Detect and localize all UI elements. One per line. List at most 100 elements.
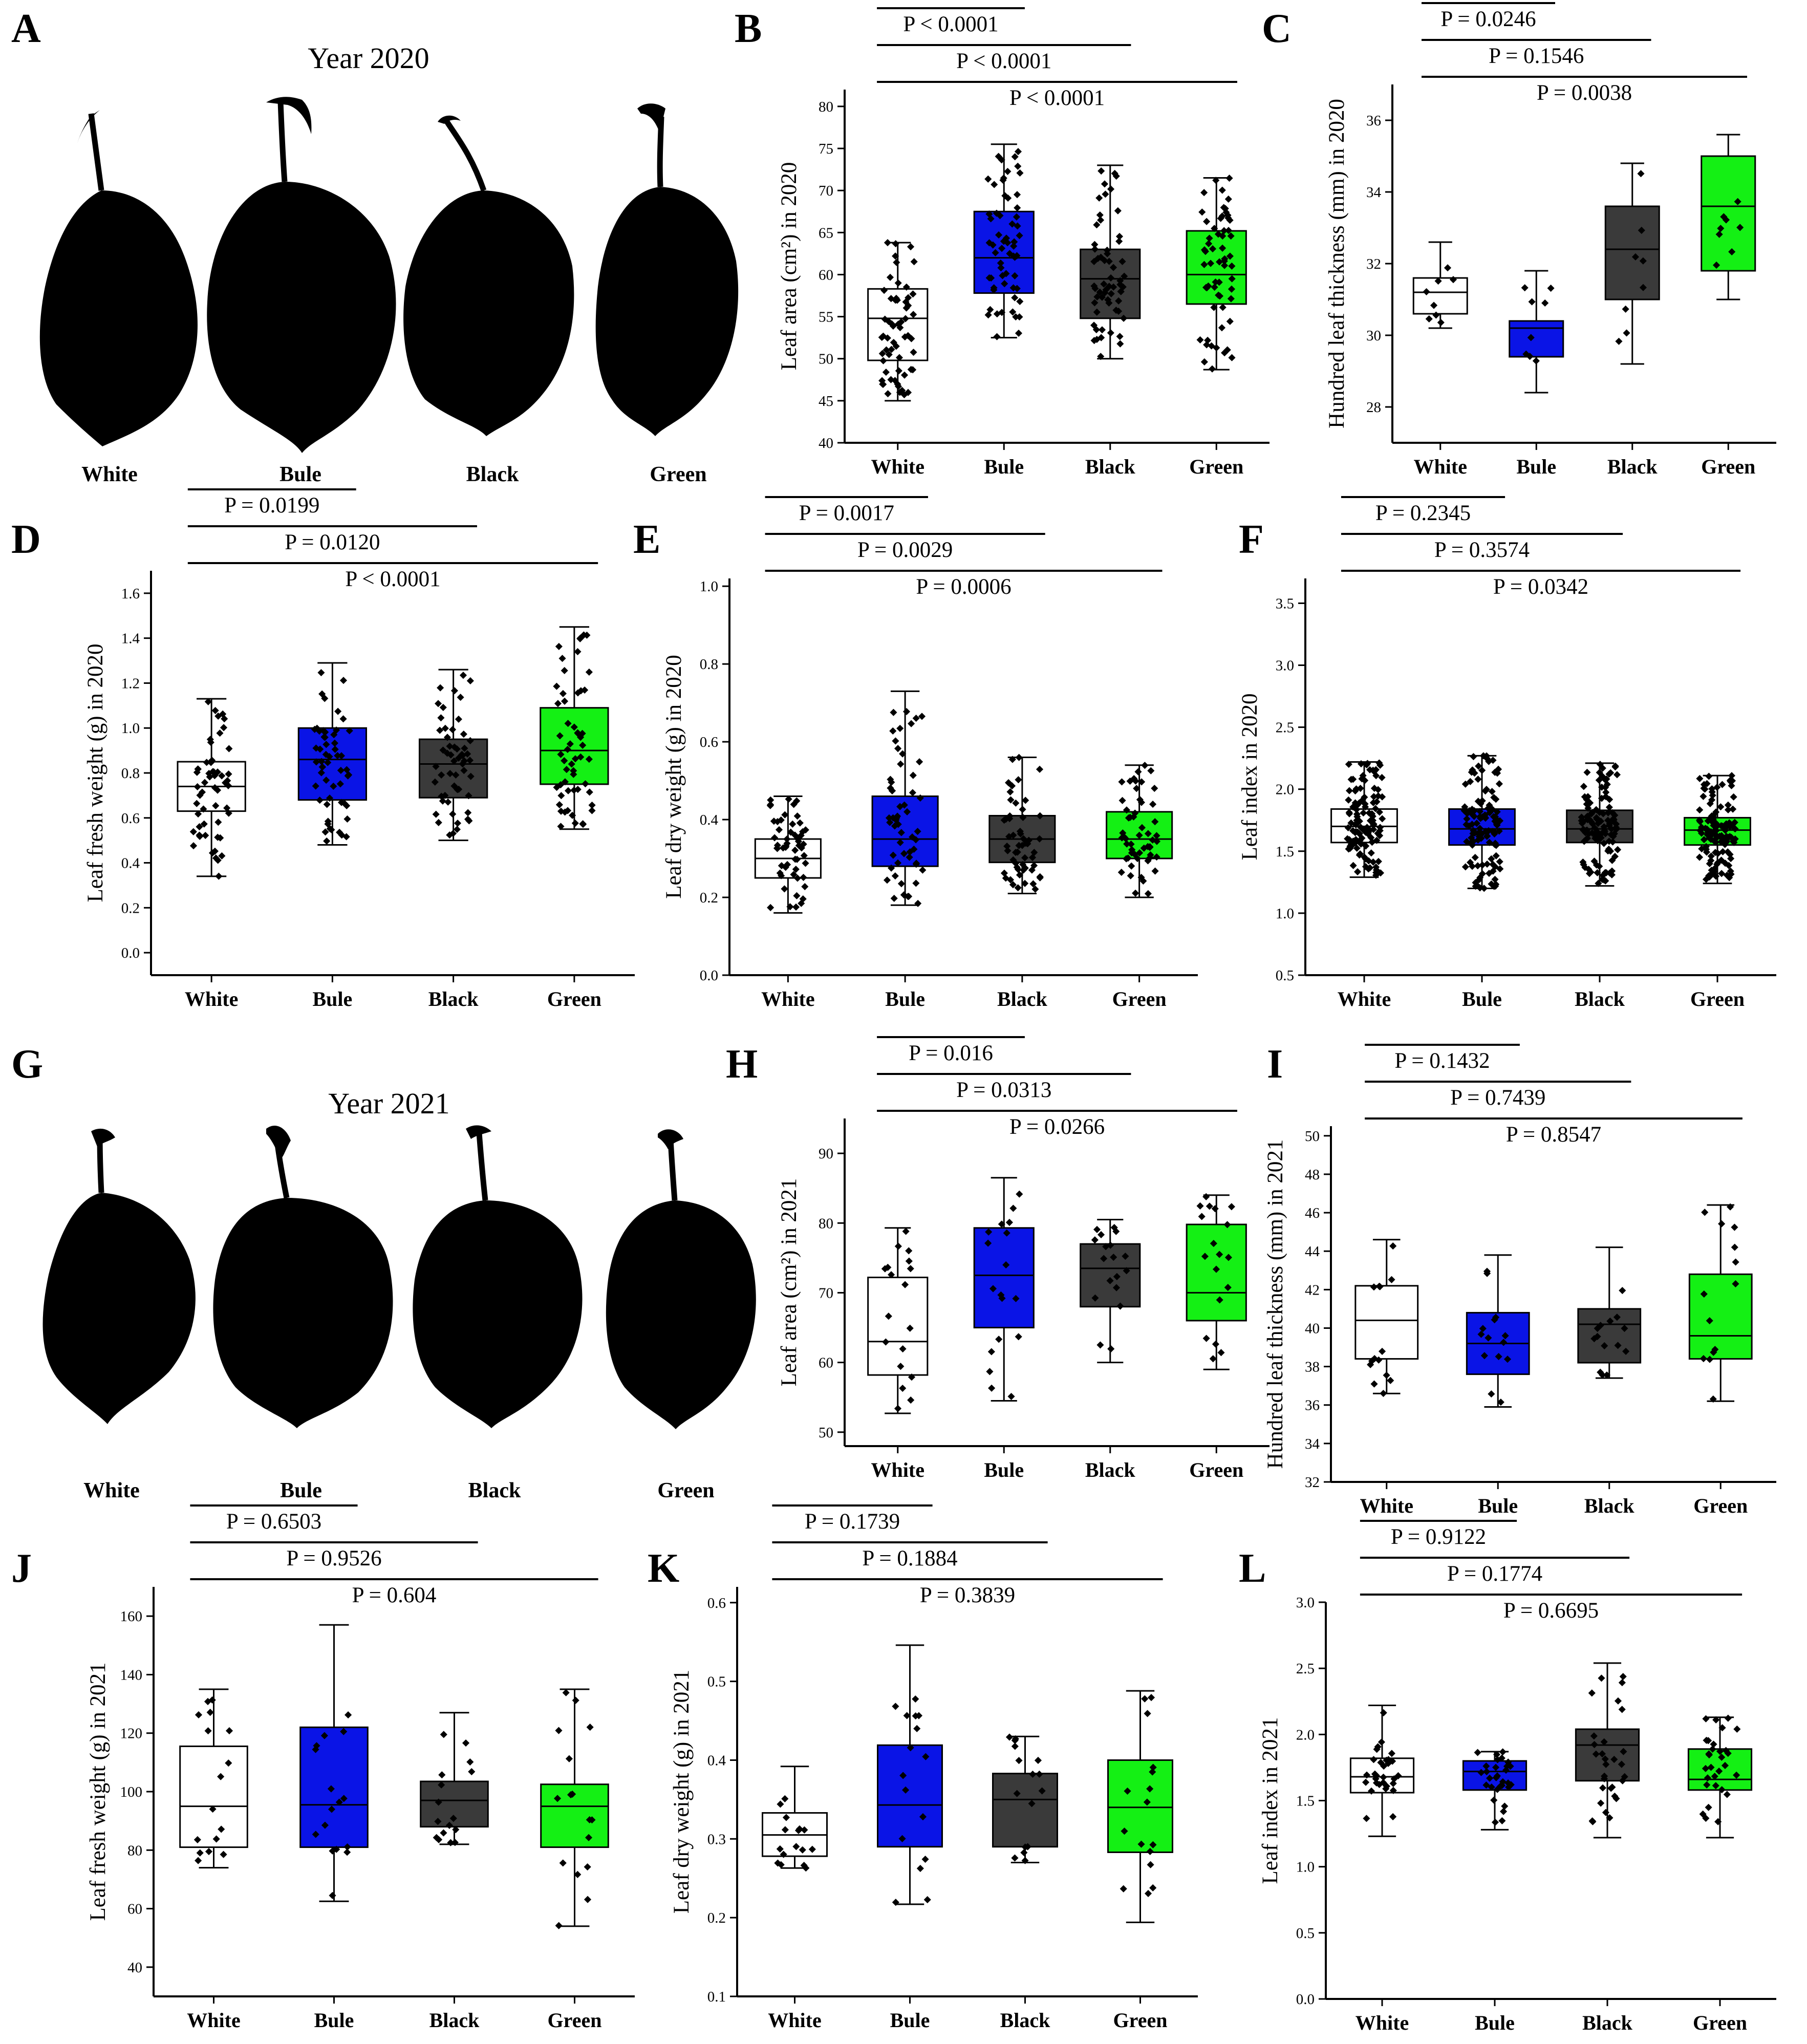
- y-tick-label-D: 0.2: [121, 900, 140, 916]
- data-point-black: [1020, 1849, 1028, 1857]
- data-point-white: [1388, 1276, 1395, 1283]
- data-point-black: [464, 750, 471, 758]
- data-point-white: [792, 903, 800, 911]
- data-point-black: [446, 742, 454, 750]
- data-point-black: [432, 810, 440, 818]
- data-point-white: [905, 1257, 913, 1265]
- data-point-bule: [1015, 329, 1023, 337]
- data-point-black: [1622, 305, 1629, 313]
- data-point-black: [439, 703, 447, 712]
- data-point-white: [1387, 1376, 1394, 1384]
- data-point-white: [800, 841, 807, 848]
- data-point-green: [585, 756, 593, 763]
- leaf-panel-2020: A Year 2020 White Bule Black Green: [11, 6, 739, 486]
- data-point-white: [776, 869, 784, 877]
- data-point-bule: [319, 763, 327, 771]
- data-point-black: [1107, 185, 1115, 193]
- data-point-bule: [339, 715, 347, 723]
- p-value-label-J: P = 0.604: [352, 1583, 437, 1607]
- y-tick-label-E: 0.2: [700, 890, 718, 906]
- data-point-black: [1101, 180, 1109, 188]
- data-point-white: [766, 802, 774, 809]
- data-point-green: [564, 787, 572, 794]
- data-point-white: [880, 287, 888, 294]
- data-point-black: [1618, 1679, 1626, 1687]
- data-point-bule: [912, 879, 920, 887]
- data-point-black: [437, 684, 444, 692]
- data-point-white: [790, 871, 798, 878]
- y-tick-label-C: 30: [1366, 328, 1381, 344]
- y-tick-label-J: 100: [120, 1784, 143, 1800]
- data-point-black: [432, 763, 440, 770]
- data-point-bule: [991, 181, 998, 188]
- y-tick-label-J: 120: [120, 1726, 143, 1742]
- data-point-green: [1731, 1243, 1738, 1251]
- data-point-bule: [318, 690, 326, 698]
- data-point-black: [1021, 854, 1029, 862]
- data-point-bule: [1478, 861, 1486, 869]
- y-axis-label-L: Leaf index in 2021: [1258, 1717, 1282, 1884]
- data-point-bule: [889, 851, 897, 859]
- data-point-bule: [913, 1725, 921, 1732]
- data-point-green: [559, 690, 567, 697]
- data-point-white: [889, 322, 897, 330]
- data-point-bule: [311, 725, 318, 733]
- data-point-white: [204, 1727, 212, 1735]
- data-point-bule: [337, 752, 346, 760]
- y-tick-label-J: 160: [120, 1608, 143, 1625]
- y-tick-label-K: 0.4: [707, 1752, 726, 1769]
- data-point-bule: [1009, 284, 1017, 292]
- data-point-green: [1196, 1202, 1204, 1210]
- y-tick-label-L: 0.0: [1296, 1991, 1315, 2008]
- data-point-black: [1619, 1673, 1627, 1681]
- x-category-label-E: Black: [997, 987, 1048, 1010]
- data-point-green: [1718, 1220, 1726, 1228]
- data-point-black: [1011, 1854, 1019, 1862]
- y-tick-label-E: 0.8: [700, 656, 718, 673]
- data-point-white: [767, 903, 775, 912]
- p-value-label-L: P = 0.6695: [1503, 1599, 1599, 1623]
- box-bule: [1509, 320, 1564, 358]
- data-point-white: [1437, 318, 1445, 327]
- data-point-green: [579, 741, 587, 749]
- data-point-black: [1091, 1236, 1099, 1244]
- data-point-bule: [1012, 313, 1020, 321]
- data-point-black: [464, 815, 472, 823]
- data-point-black: [1015, 1757, 1023, 1765]
- data-point-bule: [906, 853, 913, 861]
- data-point-bule: [336, 780, 344, 788]
- data-point-black: [1036, 765, 1044, 773]
- data-point-black: [449, 830, 457, 837]
- data-point-black: [1614, 1697, 1622, 1705]
- data-point-black: [436, 726, 444, 734]
- data-point-bule: [1016, 1190, 1023, 1198]
- data-point-bule: [995, 231, 1003, 239]
- y-axis-label-B: Leaf area (cm²) in 2020: [777, 162, 801, 371]
- data-point-white: [195, 810, 202, 818]
- data-point-green: [1144, 1889, 1152, 1898]
- x-category-label-F: Green: [1690, 987, 1745, 1010]
- data-point-bule: [890, 894, 898, 902]
- data-point-bule: [317, 669, 325, 677]
- panel-letter-I: I: [1267, 1042, 1283, 1087]
- data-point-bule: [919, 866, 927, 874]
- data-point-bule: [324, 759, 332, 766]
- data-point-black: [1619, 1286, 1626, 1295]
- panel-letter-F: F: [1239, 517, 1264, 562]
- data-point-bule: [323, 837, 331, 845]
- data-point-white: [1345, 796, 1352, 804]
- y-tick-label-K: 0.3: [707, 1831, 726, 1847]
- p-value-label-H: P = 0.0266: [1009, 1115, 1105, 1139]
- data-point-white: [896, 324, 904, 332]
- data-point-white: [1444, 264, 1452, 272]
- data-point-white: [221, 715, 228, 723]
- x-category-label-H: Green: [1189, 1458, 1243, 1481]
- data-point-black: [1011, 1742, 1019, 1750]
- data-point-black: [1022, 840, 1030, 847]
- data-point-black: [438, 1771, 446, 1779]
- data-point-bule: [897, 760, 905, 768]
- data-point-bule: [916, 794, 924, 802]
- data-point-bule: [887, 784, 894, 792]
- data-point-black: [1015, 776, 1022, 784]
- data-point-white: [224, 777, 231, 785]
